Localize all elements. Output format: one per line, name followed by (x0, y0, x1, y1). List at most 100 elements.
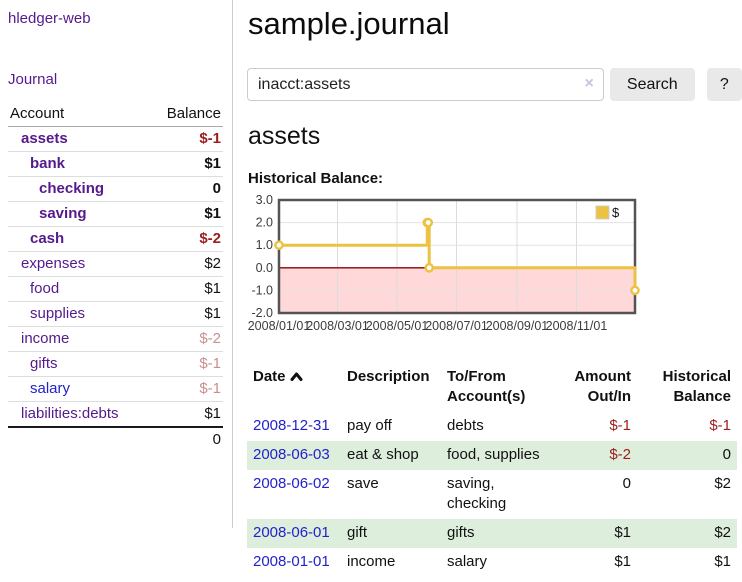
transaction-date-link[interactable]: 2008-12-31 (253, 417, 330, 434)
account-row: gifts $-1 (8, 351, 223, 377)
chart-heading: Historical Balance: (248, 170, 384, 187)
account-row: assets $-1 (8, 126, 223, 152)
accounts-rows: assets $-1 bank $1 checking 0 (8, 126, 223, 428)
transaction-row: 2008-06-02 save saving, checking 0 $2 (247, 470, 737, 519)
chart-legend-label: $ (612, 205, 620, 220)
accounts-col-account: Account (8, 102, 149, 127)
search-form: × Search ? (247, 68, 742, 101)
search-input[interactable] (247, 68, 604, 101)
account-link[interactable]: salary (30, 380, 71, 397)
transaction-description: gift (347, 524, 368, 541)
page-title: sample.journal (248, 6, 450, 41)
transaction-row: 2008-06-01 gift gifts $1 $2 (247, 519, 737, 548)
txn-col-date[interactable]: Date (247, 363, 341, 412)
account-balance: $-2 (148, 326, 223, 352)
account-row: bank $1 (8, 151, 223, 177)
accounts-table: Account Balance assets $-1 bank $1 (8, 102, 223, 452)
sidebar-item-journal[interactable]: Journal (8, 71, 58, 88)
account-link[interactable]: saving (39, 205, 87, 222)
transaction-date-link[interactable]: 2008-06-03 (253, 446, 330, 463)
transaction-row: 2008-01-01 income salary $1 $1 (247, 548, 737, 577)
account-balance: $-2 (148, 226, 223, 252)
transaction-description: income (347, 553, 396, 570)
transaction-amount: $-2 (609, 446, 631, 463)
account-row: expenses $2 (8, 251, 223, 277)
account-link[interactable]: income (21, 330, 70, 347)
svg-text:2008/07/01: 2008/07/01 (425, 319, 488, 333)
account-balance: $-1 (148, 126, 223, 152)
svg-text:1.0: 1.0 (256, 238, 273, 252)
transaction-accounts: saving, checking (447, 475, 507, 512)
account-row: income $-2 (8, 326, 223, 352)
account-link[interactable]: assets (21, 130, 68, 147)
chart-canvas: 3.0 2.0 1.0 0.0 -1.0 -2.02008/01/012008/03/01… (248, 193, 640, 333)
historical-balance-chart: 3.0 2.0 1.0 0.0 -1.0 -2.0 2008/01/01 2008/03/01… (247, 193, 742, 350)
txn-col-balance: Historical Balance (662, 368, 731, 405)
transactions-table: Date Description To/From Account(s) Amou… (247, 363, 737, 577)
account-row: liabilities:debts $1 (8, 401, 223, 428)
txn-col-description: Description (347, 368, 430, 385)
svg-text:3.0: 3.0 (256, 194, 273, 207)
account-row: salary $-1 (8, 376, 223, 402)
accounts-col-balance: Balance (148, 102, 223, 127)
account-link[interactable]: supplies (30, 305, 86, 322)
transaction-date-link[interactable]: 2008-06-02 (253, 475, 330, 492)
account-link[interactable]: gifts (30, 355, 58, 372)
accounts-total-row: 0 (8, 426, 223, 452)
transaction-description: pay off (347, 417, 392, 434)
transaction-date-link[interactable]: 2008-06-01 (253, 524, 330, 541)
account-balance: 0 (148, 176, 223, 202)
transaction-balance: $-1 (709, 417, 731, 434)
svg-text:2008/09/01: 2008/09/01 (486, 319, 549, 333)
svg-text:2008/01/01: 2008/01/01 (248, 319, 311, 333)
svg-text:2008/11/01: 2008/11/01 (546, 319, 608, 333)
account-balance: $1 (148, 301, 223, 327)
account-row: supplies $1 (8, 301, 223, 327)
accounts-total-balance: 0 (148, 426, 223, 452)
help-button[interactable]: ? (706, 68, 742, 101)
transaction-description: save (347, 475, 379, 492)
transaction-accounts: gifts (447, 524, 475, 541)
txn-col-amount: Amount Out/In (574, 368, 631, 405)
transaction-balance: 0 (722, 446, 731, 463)
search-button[interactable]: Search (609, 68, 695, 101)
transaction-balance: $2 (714, 475, 731, 492)
transaction-accounts: salary (447, 553, 488, 570)
transaction-date-link[interactable]: 2008-01-01 (253, 553, 330, 570)
account-row: food $1 (8, 276, 223, 302)
transaction-amount: 0 (622, 475, 631, 492)
account-link[interactable]: bank (30, 155, 66, 172)
transaction-accounts: debts (447, 417, 484, 434)
account-link[interactable]: checking (39, 180, 105, 197)
account-balance: $1 (148, 401, 223, 428)
transaction-balance: $1 (714, 553, 731, 570)
svg-text:0.0: 0.0 (256, 261, 273, 275)
account-link[interactable]: liabilities:debts (21, 405, 119, 422)
sidebar: hledger-web Journal Account Balance asse… (0, 0, 233, 528)
account-link[interactable]: cash (30, 230, 65, 247)
account-row: checking 0 (8, 176, 223, 202)
main-content: sample.journal × Search ? assets Histori… (247, 0, 742, 577)
txn-col-accounts: To/From Account(s) (447, 368, 526, 405)
account-balance: $1 (148, 201, 223, 227)
account-balance: $-1 (148, 351, 223, 377)
transaction-amount: $-1 (609, 417, 631, 434)
transaction-row: 2008-06-03 eat & shop food, supplies $-2… (247, 441, 737, 470)
svg-text:2.0: 2.0 (256, 216, 273, 230)
transactions-rows: 2008-12-31 pay off debts $-1 $-1 2008-06… (247, 412, 737, 577)
transaction-accounts: food, supplies (447, 446, 540, 463)
transaction-amount: $1 (614, 524, 631, 541)
account-link[interactable]: expenses (21, 255, 86, 272)
account-row: cash $-2 (8, 226, 223, 252)
clear-search-icon[interactable]: × (584, 75, 594, 92)
account-balance: $1 (148, 276, 223, 302)
app-title-link[interactable]: hledger-web (8, 10, 91, 27)
account-link[interactable]: food (30, 280, 60, 297)
transaction-amount: $1 (614, 553, 631, 570)
account-row: saving $1 (8, 201, 223, 227)
transaction-row: 2008-12-31 pay off debts $-1 $-1 (247, 412, 737, 441)
svg-text:-2.0: -2.0 (251, 306, 273, 320)
account-balance: $1 (148, 151, 223, 177)
svg-text:2008/05/01: 2008/05/01 (366, 319, 429, 333)
account-balance: $-1 (148, 376, 223, 402)
